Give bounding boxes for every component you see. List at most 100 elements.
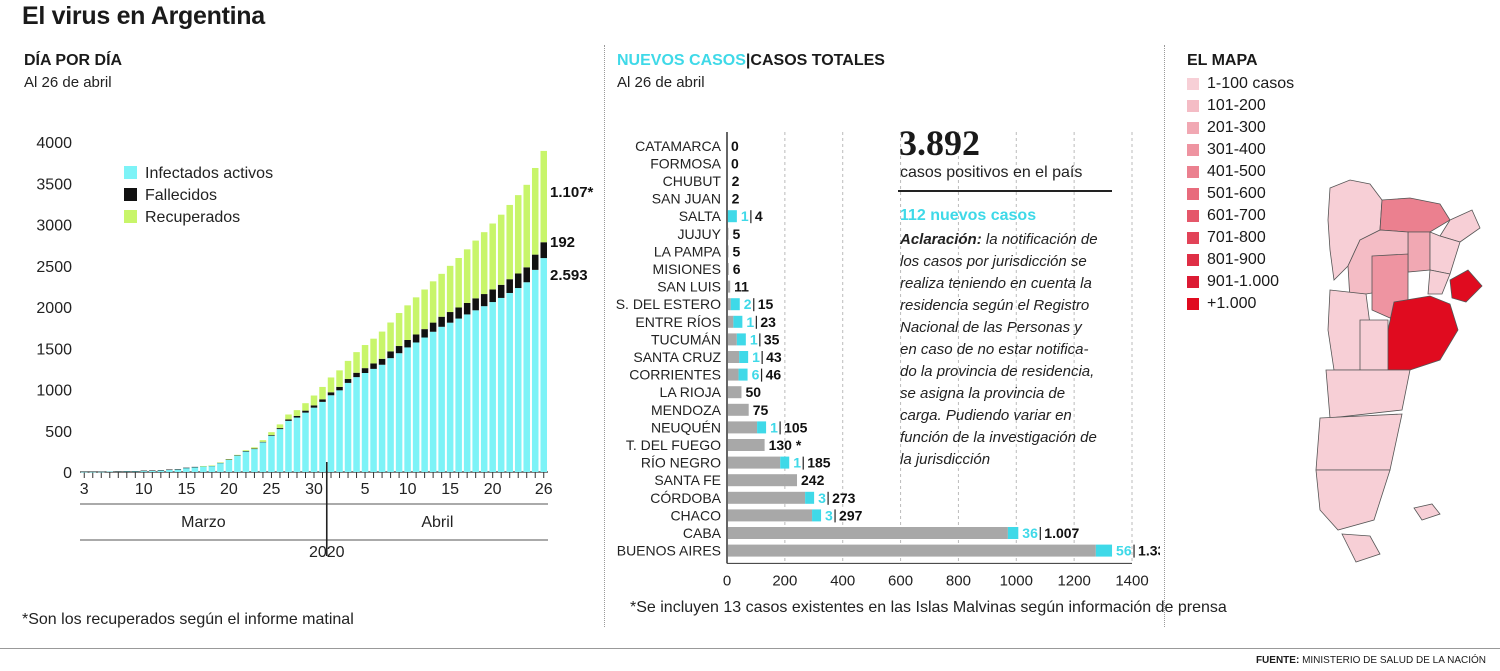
bar-active (370, 368, 377, 472)
legend-swatch (1187, 298, 1199, 310)
bar-recovered (259, 440, 267, 442)
daily-heading: DÍA POR DÍA (24, 52, 123, 69)
legend-label: 201-300 (1207, 119, 1266, 136)
bar-new-cases (727, 210, 737, 223)
total-cases-label: 273 (832, 490, 856, 506)
legend-swatch (1187, 232, 1199, 244)
bar-active (208, 465, 216, 472)
map-corrientes (1429, 231, 1461, 275)
map-chaco (1407, 231, 1431, 273)
bar-previous-cases (728, 333, 737, 346)
bar-recovered (251, 447, 258, 449)
bar-active (429, 331, 437, 472)
x-tick-label: 26 (535, 481, 553, 498)
bar-deaths (259, 441, 267, 443)
map-entre-rios (1427, 269, 1451, 295)
bar-active (353, 377, 360, 472)
argentina-map (1315, 179, 1483, 563)
bar-recovered (514, 195, 522, 274)
bar-deaths (506, 279, 513, 293)
map-legend-item: 101-200 (1187, 95, 1266, 117)
bar-recovered (217, 462, 224, 463)
bar-active (251, 448, 258, 472)
y-tick-label: 2500 (36, 259, 72, 276)
bar-previous-cases (728, 263, 729, 275)
bar-recovered (208, 465, 216, 466)
bar-new-cases (738, 368, 748, 381)
source-text: MINISTERIO DE SALUD DE LA NACIÓN (1302, 655, 1486, 666)
bar-recovered (336, 370, 343, 387)
bar-previous-cases (728, 474, 798, 487)
total-cases-label: 2 (732, 173, 740, 189)
map-misiones (1439, 209, 1481, 243)
bar-new-cases (736, 333, 746, 346)
bar-deaths (251, 448, 258, 450)
bar-active (455, 318, 462, 472)
end-label-deaths: 192 (550, 234, 575, 251)
month-label: Marzo (181, 514, 226, 531)
clarification-line: realiza teniendo en cuenta la (900, 275, 1092, 292)
legend-swatch (124, 210, 137, 223)
bar-active (438, 326, 445, 472)
bar-new-cases (757, 421, 767, 434)
source-line: FUENTE: MINISTERIO DE SALUD DE LA NACIÓN (1256, 655, 1486, 666)
legend-label: Infectados activos (145, 165, 273, 182)
legend-label: 301-400 (1207, 141, 1266, 158)
clarification-line: residencia según el Registro (900, 297, 1090, 314)
bar-recovered (472, 240, 479, 299)
clarification-label: Aclaración: (900, 231, 982, 248)
bar-active (302, 412, 309, 472)
bar-active (276, 429, 284, 472)
map-heading: EL MAPA (1187, 52, 1258, 69)
bar-deaths (268, 435, 275, 436)
bar-deaths (463, 302, 471, 315)
total-cases-label: 43 (766, 349, 782, 365)
province-label: T. DEL FUEGO (626, 437, 721, 453)
end-label-active: 2.593 (550, 267, 588, 284)
legend-swatch (1187, 210, 1199, 222)
bar-active (81, 471, 88, 473)
bar-recovered (293, 410, 301, 416)
bar-active (200, 466, 207, 472)
daily-footnote: *Son los recuperados según el informe ma… (22, 611, 354, 628)
new-cases-label: 36 (1022, 525, 1038, 541)
bar-recovered (285, 414, 292, 420)
bar-new-cases (1007, 527, 1019, 539)
bar-previous-cases (728, 509, 813, 522)
province-label: FORMOSA (650, 155, 721, 171)
clarification-line: la jurisdicción (900, 451, 991, 468)
legend-swatch (1187, 78, 1199, 90)
map-buenos-aires (1385, 295, 1459, 371)
bar-recovered (242, 450, 250, 452)
bar-recovered (446, 265, 454, 313)
map-malvinas (1413, 503, 1441, 521)
bar-active (268, 435, 275, 472)
bar-active (191, 467, 199, 472)
bar-recovered (387, 322, 394, 352)
bar-active (446, 322, 454, 472)
total-cases-label: 35 (764, 331, 780, 347)
legend-swatch (1187, 254, 1199, 266)
month-label: Abril (421, 514, 453, 531)
bar-recovered (497, 214, 505, 285)
legend-swatch (1187, 188, 1199, 200)
bar-active (395, 353, 403, 472)
bar-active (183, 467, 190, 472)
bar-previous-cases (728, 544, 1096, 557)
x-tick-label: 10 (399, 481, 417, 498)
bar-recovered (480, 232, 488, 295)
bar-active (89, 471, 97, 473)
heading-separator: | (745, 52, 751, 69)
new-cases-label: 3 (825, 507, 833, 523)
bar-active (327, 395, 335, 472)
bar-deaths (166, 469, 173, 471)
legend-swatch (124, 188, 137, 201)
x-tick-label: 600 (888, 572, 913, 589)
total-cases-label: 0 (731, 138, 739, 154)
bar-active (140, 470, 148, 472)
legend-swatch (124, 166, 137, 179)
bar-recovered (523, 184, 530, 268)
bar-deaths (293, 415, 301, 418)
bar-recovered (200, 465, 207, 467)
total-cases-label: 4 (755, 208, 763, 224)
